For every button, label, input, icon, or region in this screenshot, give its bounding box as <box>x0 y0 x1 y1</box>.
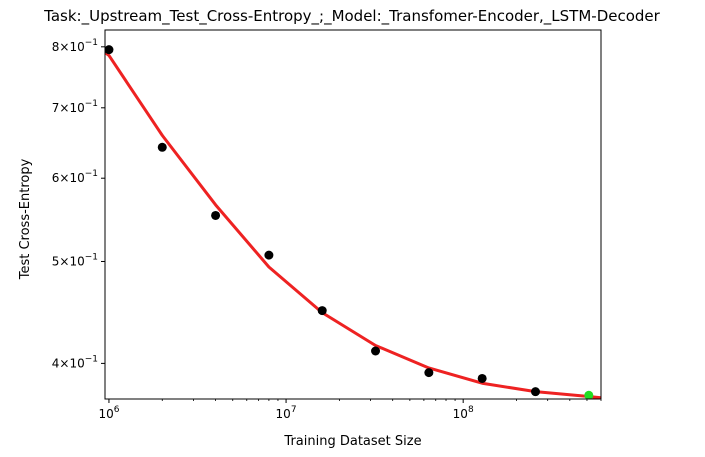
fit-curve <box>105 51 601 399</box>
x-tick-label: 108 <box>453 405 474 421</box>
data-point <box>371 346 381 356</box>
y-axis-label: Test Cross-Entropy <box>18 158 33 280</box>
plot-frame <box>104 29 602 400</box>
highlight-point <box>584 390 594 399</box>
y-tick-label: 7×10−1 <box>52 99 98 115</box>
data-point <box>264 250 274 260</box>
y-axis: 4×10−1 5×10−1 6×10−1 7×10−1 8×10−1 <box>52 38 105 370</box>
x-tick-label: 106 <box>98 405 119 421</box>
x-axis-label: Training Dataset Size <box>283 434 421 449</box>
data-point <box>530 387 540 397</box>
x-axis: 106 107 108 <box>98 399 602 421</box>
y-tick-label: 8×10−1 <box>52 38 98 54</box>
chart-title: Task:_Upstream_Test_Cross-Entropy_;_Mode… <box>43 7 660 26</box>
data-point <box>317 306 327 316</box>
data-point <box>105 45 114 55</box>
plot-area <box>105 45 601 399</box>
data-point <box>477 373 487 383</box>
x-tick-label: 107 <box>276 405 297 421</box>
y-tick-label: 5×10−1 <box>52 252 98 268</box>
data-point <box>424 368 434 378</box>
data-point <box>211 210 221 220</box>
data-point <box>157 142 167 152</box>
y-tick-label: 6×10−1 <box>52 169 98 185</box>
y-tick-label: 4×10−1 <box>52 354 98 370</box>
